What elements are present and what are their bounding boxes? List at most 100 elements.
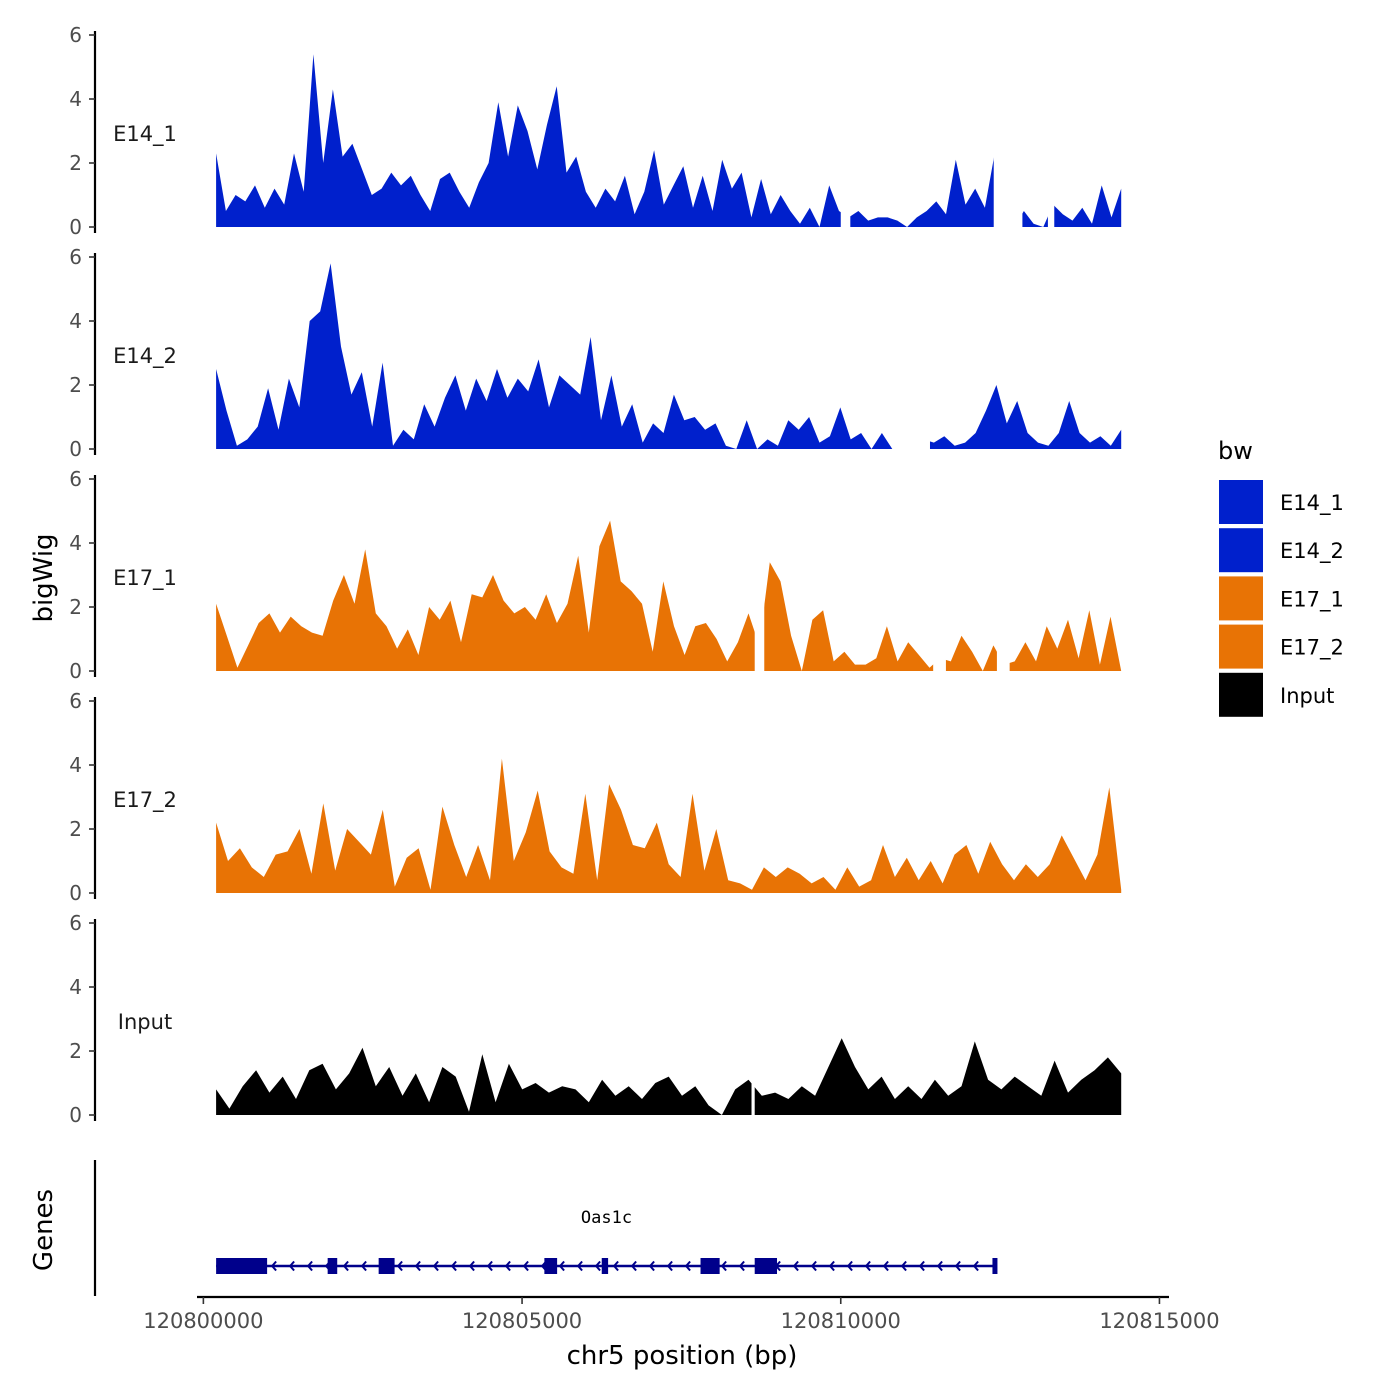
x-tick-label: 120815000 <box>1099 1309 1219 1333</box>
strand-arrow <box>522 1260 529 1272</box>
strand-arrow <box>810 1260 817 1272</box>
track-label: E14_2 <box>113 344 177 369</box>
strand-arrow <box>648 1260 655 1272</box>
gene-label: Oas1c <box>581 1208 632 1228</box>
x-tick-label: 120810000 <box>781 1309 901 1333</box>
strand-arrow <box>612 1260 619 1272</box>
y-tick-label: 2 <box>69 595 82 619</box>
y-tick-label: 0 <box>69 881 82 905</box>
track-Input: 0 2 4 6 Input <box>69 911 1122 1127</box>
y-tick-label: 2 <box>69 151 82 175</box>
coverage-area <box>216 1038 1122 1115</box>
y-tick-label: 4 <box>69 87 82 111</box>
strand-arrow <box>666 1260 673 1272</box>
strand-arrow <box>972 1260 979 1272</box>
strand-arrow <box>630 1260 637 1272</box>
legend-item: E17_1 <box>1219 576 1344 621</box>
y-tick-label: 2 <box>69 1039 82 1063</box>
no-data-gap <box>933 477 946 671</box>
strand-arrow <box>396 1260 403 1272</box>
y-tick-label: 6 <box>69 467 82 491</box>
legend-label: E14_2 <box>1280 539 1344 564</box>
strand-arrow <box>684 1260 691 1272</box>
y-tick-label: 6 <box>69 23 82 47</box>
gene-Oas1c: Oas1c <box>216 1208 998 1274</box>
track-label: E17_1 <box>113 566 177 591</box>
coverage-area <box>216 520 1122 671</box>
exon <box>216 1258 268 1274</box>
track-label: E17_2 <box>113 788 177 813</box>
track-label: E14_1 <box>113 122 177 147</box>
coverage-area <box>216 263 1122 449</box>
strand-arrow <box>738 1260 745 1272</box>
legend-label: E14_1 <box>1280 491 1344 516</box>
track-E14_1: 0 2 4 6 E14_1 <box>69 23 1122 239</box>
y-tick-label: 4 <box>69 975 82 999</box>
strand-arrow <box>720 1260 727 1272</box>
strand-arrow <box>504 1260 511 1272</box>
y-tick-label: 0 <box>69 437 82 461</box>
no-data-gap <box>751 921 755 1115</box>
strand-arrow <box>576 1260 583 1272</box>
strand-arrow <box>792 1260 799 1272</box>
y-axis-title: bigWig <box>29 533 59 622</box>
coverage-area <box>216 758 1122 893</box>
genes-axis-title: Genes <box>29 1189 59 1271</box>
strand-arrow <box>882 1260 889 1272</box>
legend-label: E17_1 <box>1280 587 1344 612</box>
legend-swatch <box>1219 480 1263 524</box>
legend-item: Input <box>1219 672 1334 717</box>
legend-swatch <box>1219 528 1263 573</box>
legend-label: Input <box>1280 684 1334 708</box>
x-tick-label: 120800000 <box>143 1309 263 1333</box>
legend-item: E14_2 <box>1219 528 1344 573</box>
strand-arrow <box>828 1260 835 1272</box>
strand-arrow <box>846 1260 853 1272</box>
exon <box>378 1258 395 1274</box>
y-tick-label: 4 <box>69 309 82 333</box>
track-E17_2: 0 2 4 6 E17_2 <box>69 689 1122 905</box>
legend: bw E14_1 E14_2 E17_1 E17_2 Input <box>1218 437 1344 717</box>
x-axis: 120800000 120805000 120810000 120815000 <box>143 1295 1220 1333</box>
exon <box>754 1258 778 1274</box>
strand-arrow <box>558 1260 565 1272</box>
track-E14_2: 0 2 4 6 E14_2 <box>69 245 1122 461</box>
strand-arrow <box>270 1260 277 1272</box>
legend-item: E17_2 <box>1219 624 1344 669</box>
no-data-gap <box>1047 33 1055 227</box>
strand-arrow <box>486 1260 493 1272</box>
no-data-gap <box>754 477 765 671</box>
legend-swatch <box>1219 576 1263 621</box>
legend-title: bw <box>1218 437 1253 465</box>
y-tick-label: 4 <box>69 531 82 555</box>
track-panels: 0 2 4 6 E14_1 0 2 4 6 E14_2 0 2 4 6 E17_1 0 2 4 6 E17_2 0 2 4 6… <box>69 23 1122 1127</box>
strand-arrow <box>900 1260 907 1272</box>
exon <box>992 1258 998 1274</box>
strand-arrow <box>414 1260 421 1272</box>
no-data-gap <box>996 477 1010 671</box>
strand-arrow <box>342 1260 349 1272</box>
exon <box>601 1258 609 1274</box>
y-tick-label: 6 <box>69 911 82 935</box>
strand-arrow <box>360 1260 367 1272</box>
track-label: Input <box>118 1010 172 1034</box>
strand-arrow <box>288 1260 295 1272</box>
y-tick-label: 0 <box>69 1103 82 1127</box>
strand-arrow <box>306 1260 313 1272</box>
exon <box>327 1258 338 1274</box>
track-E17_1: 0 2 4 6 E17_1 <box>69 467 1122 683</box>
strand-arrow <box>450 1260 457 1272</box>
strand-arrow <box>936 1260 943 1272</box>
y-tick-label: 2 <box>69 373 82 397</box>
exon <box>544 1258 558 1274</box>
y-tick-label: 6 <box>69 689 82 713</box>
strand-arrow <box>864 1260 871 1272</box>
coverage-area <box>216 54 1122 228</box>
y-tick-label: 6 <box>69 245 82 269</box>
y-tick-label: 0 <box>69 659 82 683</box>
strand-arrow <box>432 1260 439 1272</box>
x-tick-label: 120805000 <box>462 1309 582 1333</box>
strand-arrow <box>468 1260 475 1272</box>
strand-arrow <box>918 1260 925 1272</box>
